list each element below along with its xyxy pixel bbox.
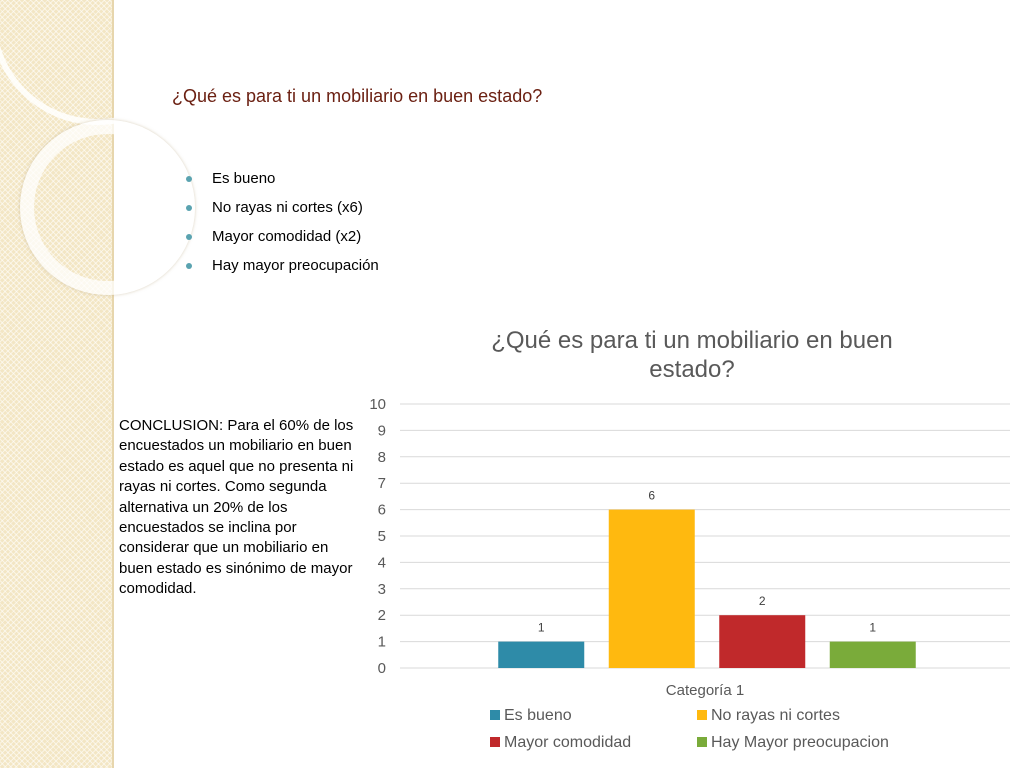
slide-title: ¿Qué es para ti un mobiliario en buen es… [172,86,542,107]
legend-label: Mayor comodidad [504,734,631,751]
chart-title-line: ¿Qué es para ti un mobiliario en buen [491,327,893,354]
bar [830,642,916,668]
y-tick-label: 2 [378,607,386,624]
bar [498,642,584,668]
bullet-text: Mayor comodidad (x2) [212,228,361,245]
y-tick-label: 1 [378,634,386,651]
legend-swatch [697,737,707,747]
data-label: 2 [759,594,766,608]
bullet-dot-icon [186,205,192,211]
y-tick-label: 9 [378,422,386,439]
bullet-item: Hay mayor preocupación [186,255,379,284]
bullet-item: Es bueno [186,168,379,197]
bullet-text: No rayas ni cortes (x6) [212,199,363,216]
y-tick-label: 4 [378,554,386,571]
y-tick-label: 7 [378,475,386,492]
legend-label: No rayas ni cortes [711,707,840,724]
legend-label: Es bueno [504,707,572,724]
bullet-text: Es bueno [212,170,275,187]
bullet-list: Es bueno No rayas ni cortes (x6) Mayor c… [186,168,379,284]
data-label: 1 [538,621,545,635]
bullet-dot-icon [186,234,192,240]
bar [719,615,805,668]
legend-swatch [697,710,707,720]
legend-label: Hay Mayor preocupacion [711,734,889,751]
chart-title-line: estado? [649,356,734,383]
legend-swatch [490,737,500,747]
y-tick-label: 10 [369,396,386,413]
bullet-dot-icon [186,176,192,182]
legend-swatch [490,710,500,720]
conclusion-text: CONCLUSION: Para el 60% de los encuestad… [119,416,363,600]
bar-chart: ¿Qué es para ti un mobiliario en buenest… [350,318,1020,763]
y-tick-label: 6 [378,502,386,519]
bullet-item: No rayas ni cortes (x6) [186,197,379,226]
data-label: 6 [648,489,655,503]
data-label: 1 [869,621,876,635]
decorative-ring-middle [20,120,195,295]
y-tick-label: 3 [378,581,386,598]
bullet-text: Hay mayor preocupación [212,257,379,274]
bar [609,510,695,668]
y-tick-label: 8 [378,449,386,466]
bullet-dot-icon [186,263,192,269]
y-tick-label: 5 [378,528,386,545]
x-category-label: Categoría 1 [666,682,744,699]
bullet-item: Mayor comodidad (x2) [186,226,379,255]
y-tick-label: 0 [378,660,386,677]
